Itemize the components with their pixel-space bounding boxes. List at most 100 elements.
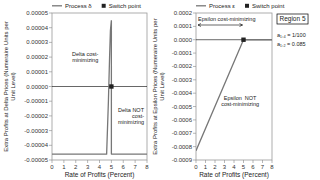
x-tick-label: 8 <box>145 164 149 170</box>
y-tick <box>49 145 52 146</box>
legend-label: Switch point <box>109 3 142 9</box>
span-arrow-head <box>240 24 243 27</box>
x-tick-label: 6 <box>251 164 255 170</box>
y-tick-label: 0.00001 <box>26 69 48 75</box>
zero-line <box>52 86 147 87</box>
plot-frame <box>52 13 147 160</box>
region-annotation: Delta NOTcost-minimizing <box>118 107 145 126</box>
y-tick <box>49 27 52 28</box>
x-tick-label: 5 <box>242 164 246 170</box>
y-tick-label: -0.0009 <box>172 157 193 163</box>
region-annotation-line: Epsilon NOT <box>224 95 257 101</box>
y-tick <box>49 160 52 161</box>
y-tick-label: -0.00003 <box>24 128 48 134</box>
y-tick <box>193 106 196 107</box>
span-arrow <box>198 24 243 27</box>
x-tick-label: 7 <box>133 164 137 170</box>
legend-label: Switch point <box>252 3 285 9</box>
y-tick <box>193 79 196 80</box>
legend-item: Switch point <box>245 3 285 9</box>
chart-root: -0.00005-0.00004-0.00003-0.00002-0.00001… <box>0 0 320 180</box>
process-line <box>196 40 272 151</box>
x-tick <box>234 160 235 163</box>
x-tick-label: 6 <box>122 164 126 170</box>
y-tick-label: -0.0008 <box>172 144 193 150</box>
region-annotation-line: cost-minimizing <box>221 101 259 107</box>
span-arrow-head <box>198 24 201 27</box>
x-tick <box>272 160 273 163</box>
x-tick-label: 3 <box>86 164 90 170</box>
x-tick-label: 4 <box>98 164 102 170</box>
y-tick <box>193 53 196 54</box>
marks <box>52 20 147 154</box>
legend-label: Process ε <box>209 3 235 9</box>
x-tick <box>63 160 64 163</box>
x-tick <box>243 160 244 163</box>
parameter-note: a₁,₄ = 1/100 <box>277 32 306 38</box>
y-tick <box>193 39 196 40</box>
region-annotation-line: cost- <box>132 113 144 119</box>
y-tick-label: -0.00004 <box>24 142 48 148</box>
x-tick <box>52 160 53 163</box>
y-tick-label: -0.0001 <box>172 50 193 56</box>
x-tick-label: 7 <box>261 164 265 170</box>
x-tick-label: 0 <box>50 164 54 170</box>
y-tick-label: -0.0004 <box>172 90 193 96</box>
legend-swatch <box>102 4 106 8</box>
y-axis-label: Extra Profits at Delta Prices (Numeraire… <box>3 21 16 152</box>
x-axis-label: Rate of Profits (Percent) <box>199 171 269 179</box>
region-annotation-line: Epsilon cost-minimizing <box>198 16 255 22</box>
y-tick <box>49 42 52 43</box>
x-tick-label: 2 <box>74 164 78 170</box>
y-axis-label-line: Unit Level) <box>10 72 16 101</box>
y-tick-label: 0.00002 <box>26 54 48 60</box>
y-tick <box>193 26 196 27</box>
y-tick-label: 0.00003 <box>26 39 48 45</box>
x-tick <box>87 160 88 163</box>
panel: -0.00005-0.00004-0.00003-0.00002-0.00001… <box>3 3 149 179</box>
y-axis-label-line: Unit Level) <box>159 72 165 101</box>
legend-label: Process δ <box>65 3 92 9</box>
y-tick <box>193 133 196 134</box>
parameter-note: a₁,₂ = 0.085 <box>277 41 306 47</box>
y-tick <box>49 71 52 72</box>
x-tick <box>75 160 76 163</box>
y-tick-label: -0.0006 <box>172 117 193 123</box>
x-tick-label: 0 <box>194 164 198 170</box>
x-tick <box>135 160 136 163</box>
y-tick-label: 0.0002 <box>174 10 193 16</box>
x-tick <box>262 160 263 163</box>
x-tick <box>253 160 254 163</box>
region-annotation: Epsilon NOTcost-minimizing <box>221 95 259 107</box>
region-annotation-line: minimizing <box>118 119 144 125</box>
x-tick <box>99 160 100 163</box>
region-annotation-line: minimizing <box>72 57 98 63</box>
region-annotation-line: Delta NOT <box>118 107 145 113</box>
x-tick-label: 1 <box>204 164 208 170</box>
plot-frame <box>196 13 272 160</box>
x-tick-label: 8 <box>270 164 274 170</box>
switch-point <box>241 38 245 42</box>
legend-item: Switch point <box>102 3 142 9</box>
region-annotation: Delta cost-minimizing <box>72 51 98 63</box>
y-tick-label: -0.0002 <box>172 63 193 69</box>
y-tick <box>193 13 196 14</box>
region-annotation-line: Delta cost- <box>72 51 98 57</box>
y-tick-label: 0.00005 <box>26 10 48 16</box>
region-annotation: Epsilon cost-minimizing <box>198 16 255 22</box>
y-tick <box>193 93 196 94</box>
legend-item: Process ε <box>196 3 235 9</box>
legend-swatch <box>52 5 62 6</box>
y-tick-label: -0.0007 <box>172 130 193 136</box>
legend-swatch <box>245 4 249 8</box>
y-tick-label: -0.00002 <box>24 113 48 119</box>
x-tick <box>111 160 112 163</box>
y-axis-label-line: Extra Profits at Epsilon Prices (Numerai… <box>152 18 158 154</box>
y-tick <box>193 119 196 120</box>
y-tick <box>49 13 52 14</box>
y-tick-label: -0.0003 <box>172 77 193 83</box>
x-axis-label: Rate of Profits (Percent) <box>65 171 135 179</box>
y-tick <box>193 146 196 147</box>
y-tick <box>193 66 196 67</box>
marks <box>196 38 272 151</box>
